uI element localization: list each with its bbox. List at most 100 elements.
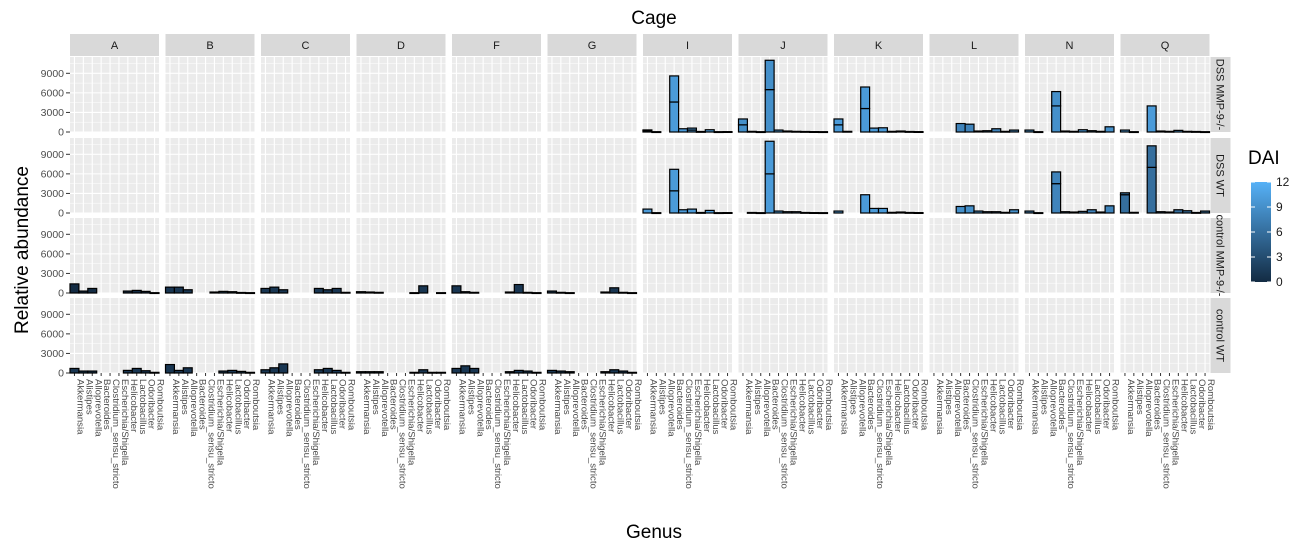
genus-tick-label: Lactobacillus (137, 379, 148, 435)
y-tick-label: 0 (58, 127, 64, 139)
y-tick-label: 6000 (41, 248, 65, 260)
bar-segment (164, 363, 175, 374)
genus-tick-label: Odoribacter (623, 379, 634, 430)
bar-segment (686, 127, 697, 131)
strip-bg (70, 34, 159, 56)
strip-bg (165, 34, 255, 56)
strip-bg (929, 34, 1019, 56)
genus-tick-label: Alloprevotella (856, 379, 867, 437)
bar-segment (642, 208, 653, 214)
genus-tick-label: Escherichia/Shigella (310, 379, 321, 466)
bar-segment (991, 211, 1002, 214)
row-strip-label: control MMP-9-/- (1214, 215, 1226, 297)
bar-segment (513, 369, 524, 374)
bar-segment (809, 212, 820, 215)
panel-background (738, 138, 828, 213)
bar-segment (904, 211, 915, 214)
genus-tick-label: Odoribacter (910, 379, 921, 430)
bar-segment (764, 89, 775, 133)
legend-tick-label: 3 (1276, 250, 1283, 264)
bar-segment (313, 287, 324, 294)
bar-segment (1104, 126, 1115, 133)
panel-background (356, 298, 446, 373)
bar-segment (1068, 211, 1079, 214)
bar-segment (1155, 130, 1166, 133)
bar-segment (600, 291, 611, 294)
panel-background (452, 298, 541, 373)
bar-segment (1051, 171, 1062, 185)
panel-background (1120, 138, 1210, 213)
bar-segment (364, 371, 375, 374)
panel-background (929, 298, 1019, 373)
genus-tick-label: Bacteroides (101, 379, 112, 430)
bar-segment (1155, 211, 1166, 214)
bar-segment (669, 168, 680, 192)
bar-segment (1077, 129, 1088, 133)
bar-segment (713, 212, 724, 215)
bar-segment (355, 371, 366, 374)
strip-bg (1025, 34, 1114, 56)
facet-panel (260, 298, 351, 376)
genus-tick-label: Romboutsia (1205, 379, 1216, 431)
genus-tick-label: Escherichia/Shigella (978, 379, 989, 466)
bar-segment (955, 122, 966, 133)
bar-segment (340, 371, 351, 374)
strip-bg (1120, 34, 1210, 56)
bar-segment (1164, 130, 1175, 133)
bar-segment (651, 212, 662, 215)
bar-segment (409, 292, 420, 295)
bar-segment (737, 118, 748, 126)
genus-tick-label: Bacteroides (1056, 379, 1067, 430)
bar-segment (842, 130, 853, 133)
genus-tick-label: Bacteroides (865, 379, 876, 430)
bar-segment (764, 59, 775, 91)
genus-tick-label: Akkermansia (170, 379, 181, 435)
bar-segment (269, 367, 280, 374)
bar-segment (626, 292, 638, 295)
genus-tick-label: Clostridium_sensu_stricto (206, 379, 217, 489)
panel-background (452, 57, 541, 132)
facet-panel (738, 218, 828, 294)
bar-segment (1000, 211, 1011, 214)
panel-background (165, 298, 255, 373)
strip-bg (834, 34, 923, 56)
bar-segment (504, 291, 515, 294)
bar-segment (436, 292, 447, 295)
bar-segment (642, 129, 653, 132)
bar-segment (982, 130, 993, 133)
bar-segment (1059, 130, 1071, 133)
genus-tick-label: Escherichia/Shigella (692, 379, 703, 466)
genus-tick-label: Alistipes (752, 379, 763, 415)
genus-tick-label: Helicobacter (223, 379, 234, 433)
y-tick-label: 9000 (41, 68, 65, 80)
panel-background (165, 138, 255, 213)
bar-segment (546, 290, 557, 294)
bar-segment (227, 369, 238, 374)
genus-tick-label: Romboutsia (919, 379, 930, 431)
panel-background (643, 218, 732, 293)
row-strip-bg (1210, 218, 1231, 293)
genus-tick-label: Bacteroides (579, 379, 590, 430)
cage-strip-label: G (588, 40, 597, 52)
bar-segment (131, 367, 142, 374)
bar-segment (69, 367, 80, 374)
bar-segment (1146, 105, 1157, 133)
bar-segment (1051, 90, 1062, 107)
row-strip-label: control WT (1214, 309, 1226, 362)
bar-segment (722, 131, 733, 134)
genus-tick-label: Lactobacillus (328, 379, 339, 435)
genus-tick-label: Akkermansia (743, 379, 754, 435)
bar-segment (1128, 131, 1139, 134)
bar-segment (809, 131, 820, 134)
panel-background (643, 138, 732, 213)
panel-background (1025, 298, 1114, 373)
bar-segment (427, 371, 438, 374)
genus-tick-label: Escherichia/Shigella (883, 379, 894, 466)
cage-strip-label: B (206, 40, 213, 52)
genus-tick-label: Escherichia/Shigella (214, 379, 225, 466)
genus-tick-label: Lactobacillus (519, 379, 530, 435)
cage-strip-label: F (493, 40, 500, 52)
genus-tick-label: Odoribacter (432, 379, 443, 430)
facet-panel (451, 298, 542, 376)
panel-background (261, 138, 350, 213)
